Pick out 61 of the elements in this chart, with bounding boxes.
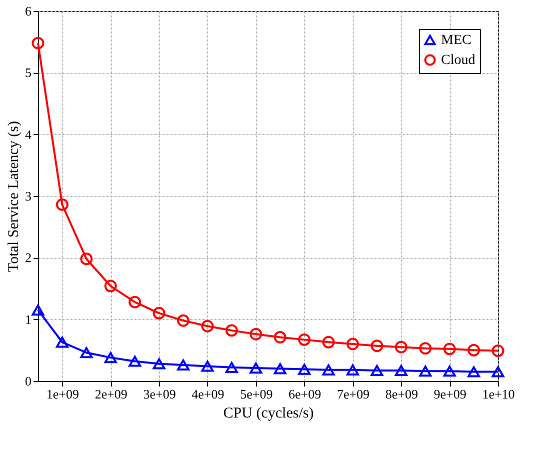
legend-label: Cloud <box>441 53 476 68</box>
x-tick-label: 9e+09 <box>434 386 466 402</box>
point <box>32 304 44 316</box>
point <box>274 330 286 344</box>
point <box>225 362 238 373</box>
point <box>225 324 238 337</box>
x-tick-label: 4e+09 <box>192 386 224 402</box>
y-tick-label: 3 <box>25 188 32 204</box>
y-tick-label: 5 <box>25 65 32 80</box>
point <box>468 344 480 356</box>
point <box>443 342 456 356</box>
y-tick-label: 4 <box>25 126 32 142</box>
point <box>56 198 68 211</box>
point <box>468 366 480 378</box>
point <box>250 362 262 374</box>
point <box>394 340 408 354</box>
y-tick-label: 2 <box>25 250 32 266</box>
point <box>370 340 384 352</box>
x-axis-title: CPU (cycles/s) <box>223 406 314 422</box>
x-tick-label: 3e+09 <box>143 386 176 402</box>
point <box>201 320 214 332</box>
point <box>298 333 311 346</box>
point <box>346 338 359 350</box>
y-axis-title: Total Service Latency (s) <box>6 121 22 272</box>
point <box>201 360 214 372</box>
point <box>32 36 44 50</box>
point <box>177 314 190 327</box>
point <box>80 347 93 358</box>
x-tick-label: 2e+09 <box>94 386 128 402</box>
x-tick-label: 6e+09 <box>288 386 322 402</box>
point <box>177 359 190 371</box>
point <box>322 336 335 348</box>
point <box>322 364 335 376</box>
point <box>152 306 166 320</box>
y-tick-label: 1 <box>25 312 32 327</box>
x-tick-label: 1e+09 <box>46 386 80 402</box>
x-tick-label: 1e+10 <box>482 386 515 402</box>
point <box>56 336 68 348</box>
point <box>274 363 286 374</box>
point <box>128 356 142 367</box>
x-tick-label: 8e+09 <box>385 386 418 402</box>
point <box>152 358 166 370</box>
point <box>104 280 117 292</box>
point <box>80 252 93 266</box>
point <box>492 344 504 358</box>
legend-label: MEC <box>441 33 472 48</box>
point <box>419 342 432 355</box>
point <box>492 366 504 378</box>
point <box>104 352 117 364</box>
point <box>128 296 142 308</box>
x-tick-label: 7e+09 <box>336 386 370 402</box>
point <box>370 364 384 376</box>
point <box>419 366 432 377</box>
y-tick-label: 6 <box>25 4 32 18</box>
x-tick-label: 5e+09 <box>240 386 273 402</box>
point <box>250 328 262 340</box>
y-tick-label: 0 <box>25 374 32 388</box>
point <box>346 364 359 376</box>
point <box>394 364 408 376</box>
point <box>443 366 456 377</box>
point <box>298 364 311 375</box>
